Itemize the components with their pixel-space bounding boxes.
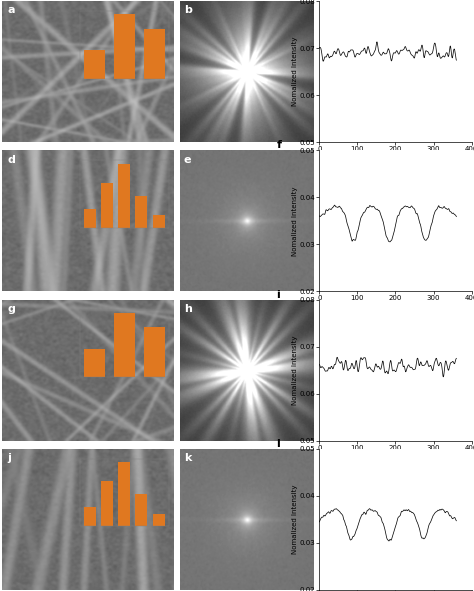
Y-axis label: Nomalized Intensity: Nomalized Intensity — [292, 335, 298, 405]
Text: a: a — [8, 5, 15, 15]
Text: g: g — [8, 304, 15, 314]
Text: c: c — [277, 0, 283, 1]
Y-axis label: Nomalized Intensity: Nomalized Intensity — [292, 37, 298, 106]
X-axis label: Degrees: Degrees — [380, 303, 411, 312]
Text: l: l — [277, 439, 280, 449]
Text: k: k — [184, 453, 191, 463]
Text: f: f — [277, 141, 282, 151]
Text: j: j — [8, 453, 11, 463]
Text: e: e — [184, 155, 191, 165]
Y-axis label: Nomalized Intensity: Nomalized Intensity — [292, 485, 298, 554]
Text: d: d — [8, 155, 15, 165]
Text: b: b — [184, 5, 192, 15]
Text: h: h — [184, 304, 192, 314]
X-axis label: Degrees: Degrees — [380, 452, 411, 461]
Text: i: i — [277, 290, 280, 300]
Y-axis label: Nomalized Intensity: Nomalized Intensity — [292, 186, 298, 256]
X-axis label: Degrees: Degrees — [380, 154, 411, 163]
